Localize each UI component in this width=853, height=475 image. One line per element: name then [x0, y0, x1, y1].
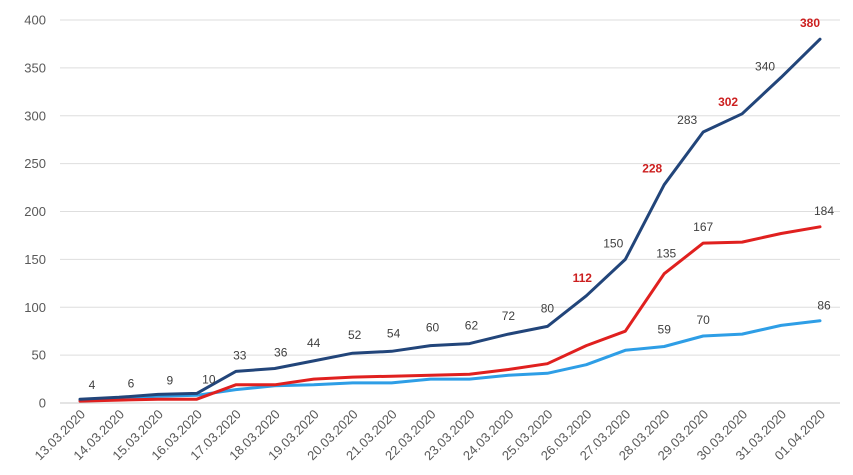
y-tick-label: 100 [24, 300, 46, 315]
data-label: 36 [274, 346, 288, 360]
data-label: 150 [603, 236, 623, 250]
data-label: 4 [89, 378, 96, 392]
data-label: 33 [233, 348, 247, 362]
x-axis-ticks: 13.03.202014.03.202015.03.202016.03.2020… [31, 407, 828, 464]
data-label: 72 [502, 309, 516, 323]
series-lines [78, 37, 822, 403]
y-tick-label: 150 [24, 252, 46, 267]
y-tick-label: 250 [24, 156, 46, 171]
data-label: 80 [541, 301, 555, 315]
data-label: 44 [307, 336, 321, 350]
data-labels: 4 6 9 10 33 36 44 52 54 60 62 72 80 112 150 228 283 302 34… [89, 16, 835, 392]
y-tick-label: 50 [32, 348, 46, 363]
data-label: 86 [817, 299, 831, 313]
series-line-2 [78, 225, 822, 403]
data-label: 10 [202, 372, 216, 386]
data-label: 167 [693, 220, 713, 234]
y-tick-label: 0 [39, 396, 46, 411]
data-label: 340 [755, 59, 775, 73]
data-label: 59 [658, 323, 672, 337]
series-line-3 [78, 319, 822, 402]
y-tick-label: 350 [24, 60, 46, 75]
data-label: 52 [348, 328, 362, 342]
data-label: 62 [465, 319, 479, 333]
data-label: 54 [387, 326, 401, 340]
series-line-1 [78, 37, 822, 401]
data-label: 135 [656, 247, 676, 261]
y-tick-label: 300 [24, 108, 46, 123]
data-label: 70 [696, 313, 710, 327]
data-label: 9 [167, 373, 174, 387]
data-label: 302 [718, 95, 738, 109]
data-label: 6 [128, 376, 135, 390]
gridlines [60, 19, 840, 404]
y-tick-label: 400 [24, 13, 46, 28]
data-label: 184 [814, 204, 834, 218]
data-label: 112 [573, 271, 593, 285]
y-axis-ticks: 0 50 100 150 200 250 300 350 400 [24, 13, 46, 411]
data-label: 283 [677, 113, 697, 127]
y-tick-label: 200 [24, 204, 46, 219]
data-label: 228 [642, 162, 662, 176]
data-label: 60 [426, 321, 440, 335]
data-label: 380 [800, 16, 820, 30]
